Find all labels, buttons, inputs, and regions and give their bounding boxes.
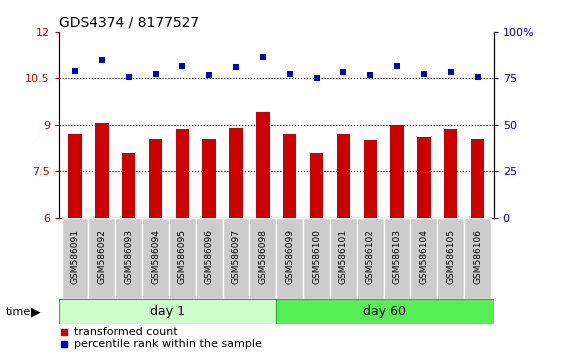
Bar (337, 134, 350, 218)
Bar (438, 218, 464, 299)
Bar (357, 218, 384, 299)
Text: GSM586095: GSM586095 (178, 229, 187, 284)
Bar (68, 134, 82, 218)
Text: day 1: day 1 (150, 305, 185, 318)
Bar (142, 218, 169, 299)
Bar (203, 139, 216, 218)
Bar (223, 218, 250, 299)
Text: GSM586101: GSM586101 (339, 229, 348, 284)
Bar (256, 113, 270, 218)
Bar (390, 125, 404, 218)
Bar (471, 139, 484, 218)
Text: GSM586092: GSM586092 (98, 229, 107, 284)
Bar (62, 218, 89, 299)
Bar (229, 128, 243, 218)
Bar (417, 137, 431, 218)
Bar (122, 153, 135, 218)
Bar (364, 140, 377, 218)
Bar (384, 218, 411, 299)
Bar (115, 218, 142, 299)
Text: GSM586094: GSM586094 (151, 229, 160, 284)
Text: GSM586098: GSM586098 (259, 229, 268, 284)
Text: transformed count: transformed count (74, 327, 178, 337)
Text: GSM586104: GSM586104 (420, 229, 429, 284)
Text: GSM586102: GSM586102 (366, 229, 375, 284)
Bar (89, 218, 115, 299)
Bar (330, 218, 357, 299)
Bar (250, 218, 276, 299)
Text: GSM586103: GSM586103 (393, 229, 402, 284)
Bar (283, 134, 296, 218)
Bar (169, 218, 196, 299)
Text: GDS4374 / 8177527: GDS4374 / 8177527 (59, 15, 199, 29)
Bar (176, 130, 189, 218)
Bar (276, 218, 303, 299)
Bar (196, 218, 223, 299)
Text: GSM586099: GSM586099 (285, 229, 294, 284)
Text: GSM586106: GSM586106 (473, 229, 482, 284)
Bar (411, 218, 438, 299)
Text: percentile rank within the sample: percentile rank within the sample (74, 339, 262, 349)
Bar (303, 218, 330, 299)
Bar (444, 130, 457, 218)
Text: GSM586105: GSM586105 (446, 229, 455, 284)
Text: GSM586093: GSM586093 (124, 229, 133, 284)
Text: GSM586091: GSM586091 (71, 229, 80, 284)
Bar (310, 153, 323, 218)
Text: GSM586097: GSM586097 (232, 229, 241, 284)
Text: ▶: ▶ (31, 305, 40, 318)
Bar (149, 139, 162, 218)
Text: day 60: day 60 (364, 305, 407, 318)
Bar (464, 218, 491, 299)
Bar (59, 299, 276, 324)
Text: GSM586096: GSM586096 (205, 229, 214, 284)
Bar (276, 299, 494, 324)
Bar (95, 123, 109, 218)
Text: GSM586100: GSM586100 (312, 229, 321, 284)
Text: time: time (6, 307, 31, 316)
